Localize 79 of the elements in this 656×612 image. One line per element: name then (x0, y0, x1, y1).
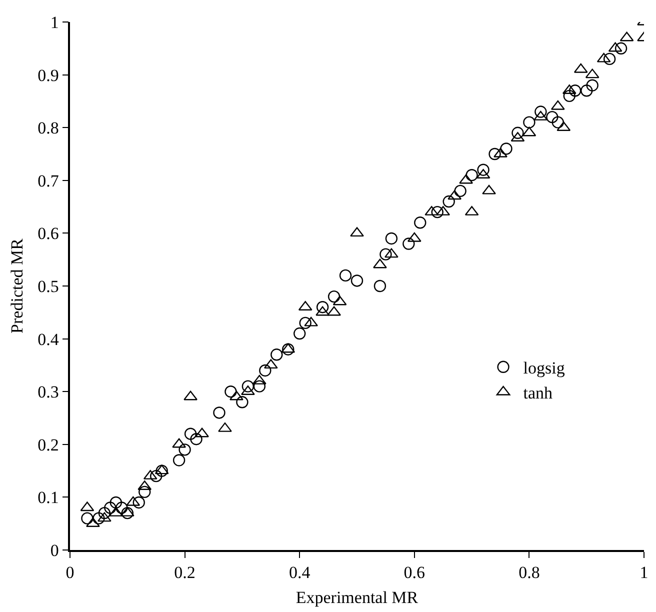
point (477, 164, 490, 176)
point (563, 90, 576, 102)
y-tick-label: 0.6 (38, 224, 59, 244)
x-tick-label: 0.4 (288, 563, 311, 582)
x-tick-label: 0.8 (518, 563, 540, 582)
point (552, 116, 564, 128)
point (294, 327, 306, 340)
x-axis-title: Experimental MR (296, 588, 419, 608)
point (350, 274, 364, 287)
point (466, 169, 478, 182)
y-tick-label: 0.3 (38, 382, 59, 402)
y-tick-label: 0.4 (38, 330, 60, 349)
y-axis-title: Predicted MR (8, 238, 27, 334)
point (195, 428, 209, 438)
point (350, 227, 364, 237)
point (494, 148, 508, 158)
point (316, 301, 329, 314)
point (172, 454, 186, 466)
point (534, 106, 547, 118)
x-tick-label: 0.6 (404, 563, 426, 582)
point (242, 380, 254, 392)
y-tick-label: 1 (50, 12, 59, 32)
x-tick-label: 0 (66, 563, 74, 582)
point (402, 238, 415, 250)
point (92, 512, 105, 524)
point (442, 195, 455, 208)
point (385, 232, 398, 245)
x-tick-label: 1 (640, 563, 648, 582)
point (327, 306, 341, 316)
point (236, 396, 248, 408)
y-tick-label: 0.5 (38, 276, 59, 296)
point (270, 348, 283, 361)
y-tick-label: 0.1 (38, 488, 59, 508)
point (523, 116, 536, 128)
point (586, 79, 598, 92)
x-tick-label: 0.2 (174, 563, 196, 582)
point (184, 390, 198, 400)
point (81, 512, 94, 524)
point (253, 380, 266, 392)
point (230, 390, 244, 400)
legend-label: tanh (523, 384, 554, 403)
point (259, 364, 272, 377)
point (98, 506, 111, 520)
point (213, 406, 226, 419)
y-tick-label: 0.7 (38, 171, 60, 190)
point (414, 216, 426, 229)
point (132, 496, 145, 509)
point (150, 470, 162, 482)
y-tick-label: 0.9 (38, 66, 59, 85)
point (339, 269, 352, 282)
point (138, 486, 151, 498)
point (224, 386, 237, 398)
point (380, 248, 392, 260)
point (614, 42, 628, 54)
legend-label: logsig (523, 358, 566, 378)
point (374, 280, 386, 292)
point (546, 110, 558, 124)
point (454, 184, 466, 198)
point (488, 148, 501, 160)
y-tick-label: 0.2 (38, 435, 59, 454)
point (328, 290, 340, 303)
point (482, 184, 496, 194)
point (116, 502, 128, 514)
point (569, 84, 582, 97)
point (178, 444, 191, 456)
point (104, 502, 116, 514)
point (218, 422, 232, 432)
y-tick-label: 0.8 (38, 118, 59, 138)
point (431, 206, 444, 218)
point (512, 126, 524, 139)
point (299, 316, 312, 330)
point (110, 496, 122, 509)
point (603, 52, 616, 66)
point (500, 142, 512, 155)
point (373, 258, 387, 268)
y-tick-label: 0 (50, 540, 59, 560)
point (184, 428, 197, 440)
point (580, 84, 593, 97)
point (190, 433, 202, 446)
